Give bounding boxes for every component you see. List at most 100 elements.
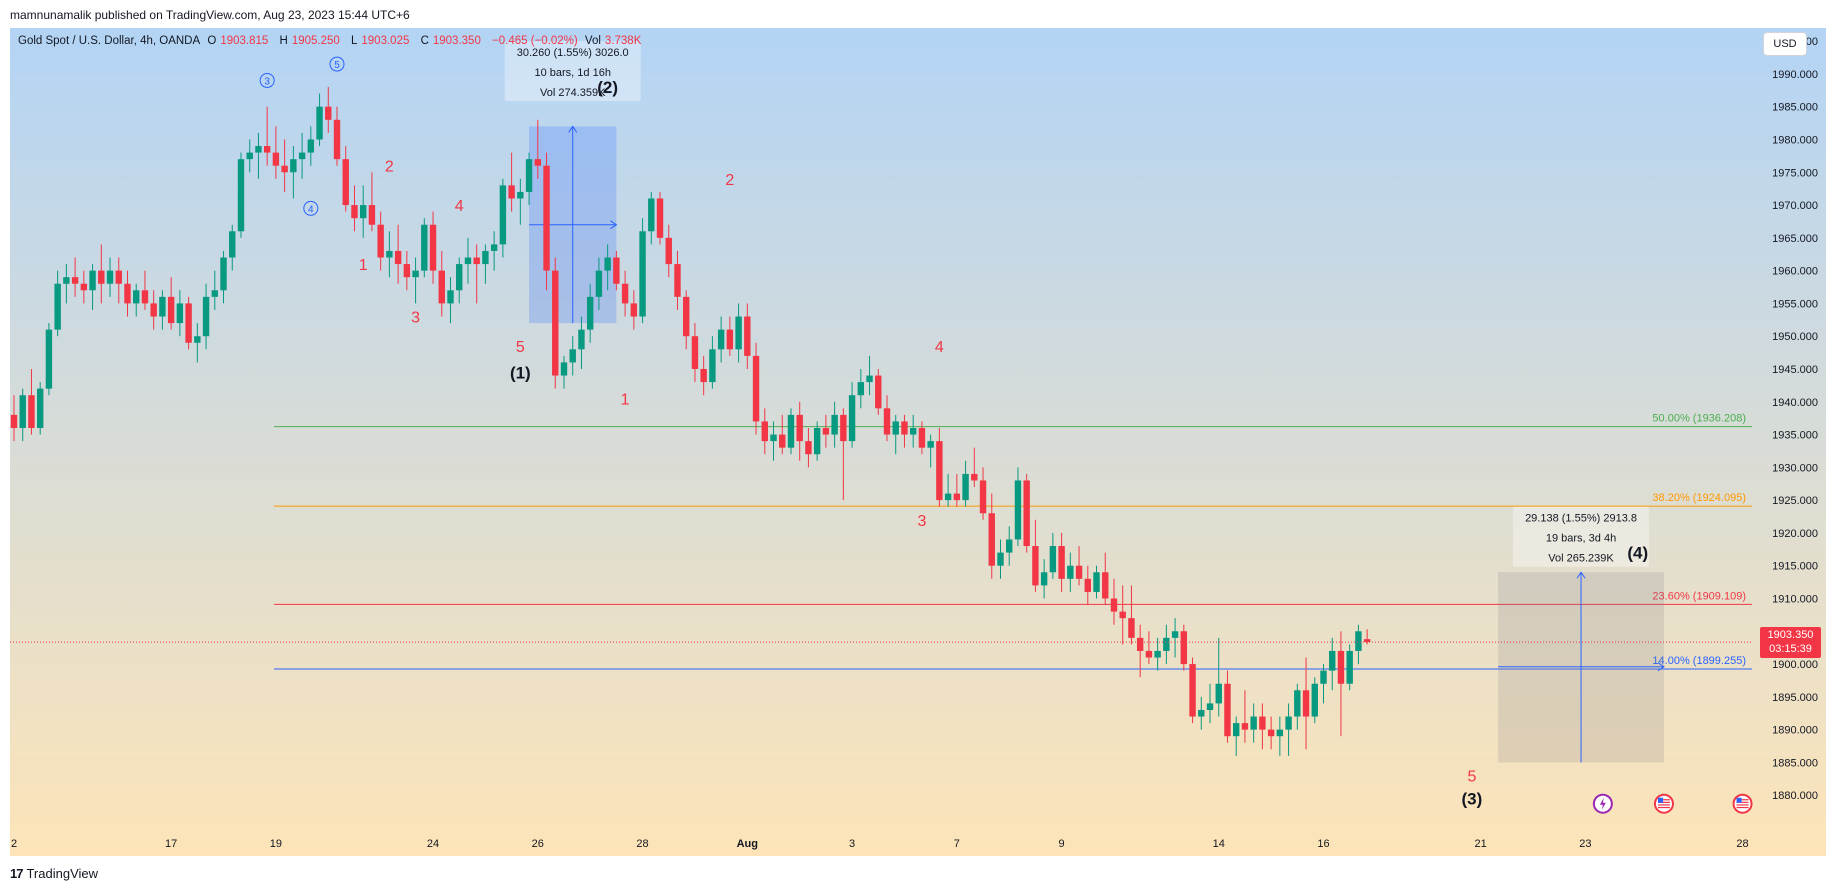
candle-body[interactable] — [438, 270, 445, 304]
candle-body[interactable] — [272, 152, 280, 166]
candle-body[interactable] — [1128, 618, 1135, 638]
candle-body[interactable] — [665, 237, 672, 265]
candle-body[interactable] — [1067, 565, 1074, 579]
candle-body[interactable] — [360, 205, 367, 219]
candle-body[interactable] — [979, 480, 987, 514]
candle-body[interactable] — [752, 355, 760, 422]
symbol-title[interactable]: Gold Spot / U.S. Dollar, 4h, OANDA — [18, 35, 201, 47]
candle-body[interactable] — [403, 264, 411, 278]
chart-canvas[interactable]: 50.00% (1936.208) 38.20% (1924.095) 23.60%… — [10, 28, 1826, 856]
candle-body[interactable] — [220, 257, 227, 291]
candle-body[interactable] — [141, 290, 149, 304]
candle-body[interactable] — [1250, 716, 1257, 730]
candle-body[interactable] — [185, 303, 192, 343]
candle-body[interactable] — [604, 257, 611, 271]
candle-body[interactable] — [918, 428, 926, 448]
candle-body[interactable] — [290, 159, 297, 173]
candle-body[interactable] — [1259, 716, 1266, 730]
candle-body[interactable] — [508, 185, 515, 199]
candle-body[interactable] — [1320, 670, 1327, 684]
candle-body[interactable] — [944, 493, 952, 501]
candle-body[interactable] — [1171, 631, 1179, 638]
candle-body[interactable] — [953, 493, 961, 501]
candle-body[interactable] — [54, 283, 61, 330]
candle-body[interactable] — [1032, 546, 1039, 586]
candle-body[interactable] — [473, 257, 480, 265]
candle-body[interactable] — [569, 349, 576, 363]
candle-body[interactable] — [28, 395, 35, 428]
candle-body[interactable] — [1363, 639, 1371, 643]
candle-body[interactable] — [263, 146, 271, 153]
candle-body[interactable] — [683, 296, 690, 337]
candle-body[interactable] — [936, 441, 943, 501]
candle-body[interactable] — [63, 277, 70, 284]
candle-body[interactable] — [586, 296, 594, 330]
candle-body[interactable] — [1145, 650, 1153, 658]
candle-body[interactable] — [281, 165, 288, 173]
candle-body[interactable] — [735, 316, 742, 350]
candle-body[interactable] — [1075, 565, 1083, 579]
footer-branding[interactable]: 17 TradingView — [10, 866, 98, 881]
candle-body[interactable] — [1084, 578, 1091, 592]
candle-body[interactable] — [1180, 631, 1188, 665]
candle-body[interactable] — [456, 264, 463, 291]
candle-body[interactable] — [150, 303, 157, 317]
candle-body[interactable] — [1285, 716, 1292, 730]
candle-body[interactable] — [325, 106, 332, 120]
candle-body[interactable] — [1206, 703, 1214, 710]
candle-body[interactable] — [1154, 650, 1161, 658]
candle-body[interactable] — [613, 257, 620, 284]
candle-body[interactable] — [19, 395, 26, 428]
candle-body[interactable] — [482, 250, 489, 265]
candle-body[interactable] — [1329, 650, 1336, 671]
candle-body[interactable] — [1267, 729, 1275, 737]
candle-body[interactable] — [1276, 729, 1284, 737]
candle-body[interactable] — [1355, 631, 1362, 651]
candle-body[interactable] — [883, 408, 891, 435]
candle-body[interactable] — [595, 270, 603, 297]
candle-body[interactable] — [621, 283, 629, 304]
candle-body[interactable] — [167, 296, 175, 324]
candle-body[interactable] — [1102, 572, 1109, 599]
candle-body[interactable] — [237, 159, 245, 232]
candle-body[interactable] — [796, 414, 803, 442]
candle-body[interactable] — [211, 290, 218, 297]
candle-body[interactable] — [813, 428, 821, 455]
candle-body[interactable] — [1110, 598, 1118, 612]
candle-body[interactable] — [71, 277, 79, 284]
candle-body[interactable] — [342, 159, 349, 206]
candle-body[interactable] — [124, 283, 131, 304]
candle-body[interactable] — [648, 198, 655, 232]
candle-body[interactable] — [840, 414, 847, 442]
candle-body[interactable] — [639, 231, 646, 317]
candle-body[interactable] — [80, 283, 88, 291]
candle-body[interactable] — [307, 139, 315, 153]
candle-body[interactable] — [1215, 683, 1222, 704]
candle-body[interactable] — [1189, 664, 1196, 717]
candle-body[interactable] — [412, 270, 419, 278]
candle-body[interactable] — [421, 224, 428, 271]
candle-body[interactable] — [822, 428, 830, 435]
candle-body[interactable] — [1302, 690, 1310, 717]
candle-body[interactable] — [447, 290, 454, 304]
candle-body[interactable] — [1006, 539, 1013, 553]
candle-body[interactable] — [133, 290, 140, 304]
candle-body[interactable] — [1093, 572, 1100, 592]
candle-body[interactable] — [386, 250, 393, 258]
candle-body[interactable] — [1198, 709, 1205, 717]
event-us-flag-icon[interactable] — [1732, 793, 1753, 814]
candle-body[interactable] — [971, 473, 978, 481]
candle-body[interactable] — [429, 224, 437, 271]
candle-body[interactable] — [194, 336, 201, 343]
candle-body[interactable] — [988, 513, 995, 566]
candle-body[interactable] — [517, 191, 524, 199]
candle-body[interactable] — [543, 165, 550, 271]
candle-body[interactable] — [717, 329, 725, 350]
candle-body[interactable] — [98, 270, 105, 284]
candle-body[interactable] — [246, 152, 253, 160]
candle-body[interactable] — [490, 244, 498, 251]
candle-body[interactable] — [560, 362, 568, 376]
candle-body[interactable] — [159, 296, 166, 317]
candle-body[interactable] — [1040, 572, 1048, 586]
candle-body[interactable] — [770, 434, 777, 442]
